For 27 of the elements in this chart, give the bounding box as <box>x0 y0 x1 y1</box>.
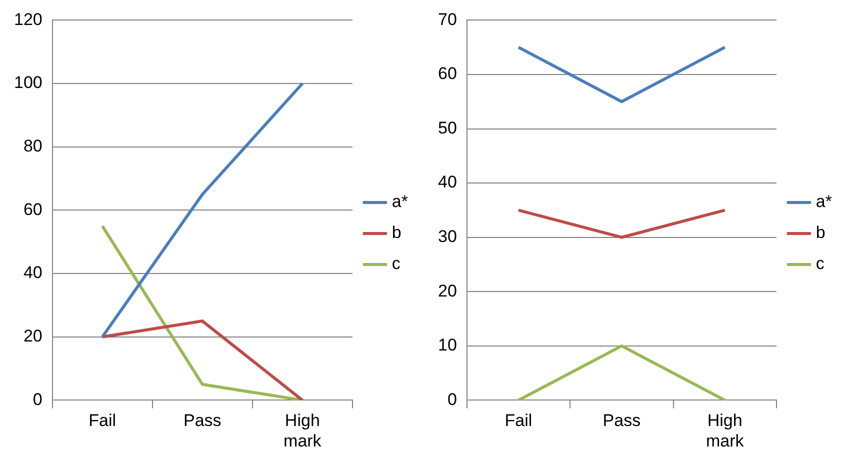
legend-label: c <box>392 254 401 274</box>
y-tick-label: 60 <box>438 64 457 84</box>
x-tick-label: High mark <box>284 411 322 450</box>
y-tick-label: 60 <box>23 200 42 219</box>
y-tick-label: 40 <box>23 263 42 282</box>
x-tick-label: Pass <box>184 411 222 430</box>
legend-label: b <box>392 223 402 242</box>
y-tick-label: 70 <box>438 10 457 29</box>
y-tick-label: 20 <box>23 326 42 346</box>
legend-label: a* <box>816 192 832 212</box>
x-tick-label: Fail <box>504 411 532 430</box>
x-tick-label: High mark <box>706 411 744 450</box>
y-tick-label: 120 <box>14 10 42 29</box>
y-tick-label: 80 <box>23 136 42 156</box>
x-tick-label: Fail <box>88 411 116 430</box>
y-tick-label: 40 <box>438 172 457 192</box>
y-tick-label: 0 <box>32 390 42 409</box>
y-tick-label: 10 <box>438 336 457 355</box>
y-tick-label: 0 <box>447 390 457 409</box>
legend-label: c <box>816 254 825 274</box>
x-tick-label: Pass <box>602 411 641 430</box>
y-tick-label: 100 <box>14 73 42 92</box>
legend-label: a* <box>392 192 408 212</box>
y-tick-label: 30 <box>438 227 457 246</box>
y-tick-label: 20 <box>438 281 457 300</box>
legend-label: b <box>816 223 826 242</box>
y-tick-label: 50 <box>438 118 457 138</box>
